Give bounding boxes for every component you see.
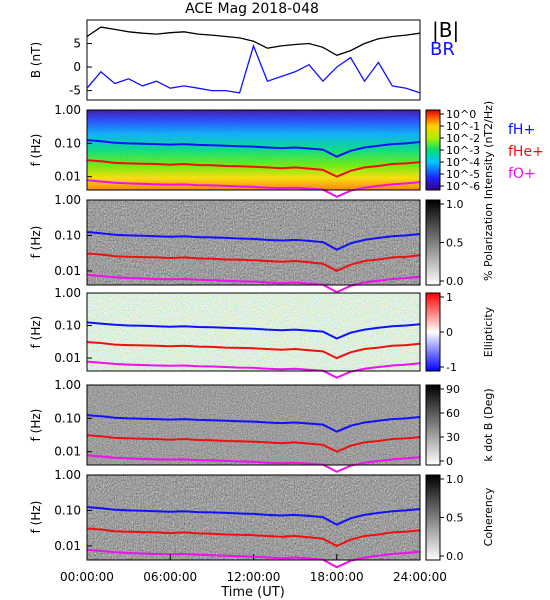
colorbar-k-dot-b (425, 384, 441, 466)
colorbar-tick-label: 1 (446, 291, 453, 304)
y-tick-label: 1.00 (54, 103, 81, 117)
y-tick-label: 0.10 (54, 411, 81, 425)
colorbar-intensity (425, 109, 441, 191)
y-tick-label: 1.00 (54, 193, 81, 207)
colorbar-polarization (425, 199, 441, 286)
colorbar-coherency-label: Coherency (482, 487, 495, 546)
panel-intensity: f (Hz) 1.000.100.01 10^010^-110^-210^-31… (29, 101, 544, 199)
colorbar-tick-label: 10^-5 (446, 168, 480, 181)
y-tick-label: 0.01 (54, 351, 81, 365)
colorbar-tick-label: -1 (446, 361, 457, 374)
colorbar-tick-label: 10^-2 (446, 132, 480, 145)
panel-b-field: B (nT) 5 0 -5 |B| BR (29, 18, 459, 101)
colorbar-tick-label: 10^-3 (446, 144, 480, 157)
legend-b-magnitude: |B| (432, 18, 459, 42)
panel1-ylabel: B (nT) (29, 42, 43, 78)
colorbar-tick-label: 10^0 (446, 108, 476, 121)
gyro-line-fh-plus (86, 321, 421, 340)
gyro-line-fhe-plus (86, 159, 421, 178)
legend-f-he: fHe+ (508, 144, 544, 160)
x-tick-label: 06:00:00 (143, 570, 197, 584)
colorbar-tick-label: 0.0 (446, 550, 464, 563)
y-tick-label: 1.00 (54, 286, 81, 300)
x-tick-label: 00:00:00 (60, 570, 114, 584)
panel5-ylabel: f (Hz) (29, 409, 43, 442)
colorbar-tick-label: 10^-6 (446, 180, 480, 193)
gyro-line-fo-plus (86, 273, 421, 294)
panel3-ylabel: f (Hz) (29, 226, 43, 259)
series-line-b-radial (86, 43, 421, 94)
panel-polarization: f (Hz) 1.00 0.10 0.01 1.0 0.5 0.0 % Polariza… (29, 193, 495, 294)
y-tick-label: 0.01 (54, 264, 81, 278)
x-axis-label: Time (UT) (220, 585, 285, 600)
series-line-b-magnitude (86, 26, 421, 57)
colorbar-tick-label: 1.0 (446, 473, 464, 486)
colorbar-tick-label: 10^-4 (446, 156, 480, 169)
y-tick-label: 0.01 (54, 539, 81, 553)
x-tick-label: 18:00:00 (310, 570, 364, 584)
panel-coherency: f (Hz) 1.00 0.10 0.01 1.0 0.5 0.0 Coherency (29, 468, 495, 569)
gyro-line-fhe-plus (86, 252, 421, 273)
colorbar-tick-label: 0.5 (446, 512, 464, 525)
panel-k-dot-b: f (Hz) 1.00 0.10 0.01 90 60 30 0 k dot B (Deg… (29, 378, 495, 473)
gyro-line-fo-plus (86, 179, 421, 198)
colorbar-tick-label: 0 (446, 455, 453, 468)
y-tick-label: 0.01 (54, 445, 81, 459)
gyro-line-fo-plus (86, 454, 421, 473)
y-tick-label: 0.10 (54, 136, 81, 150)
panel-ellipticity: f (Hz) 1.00 0.10 0.01 1 0 -1 Ellipticity (29, 286, 495, 379)
legend-b-radial: BR (430, 39, 455, 60)
gyro-line-fhe-plus (86, 434, 421, 453)
colorbar-tick-label: 1.0 (446, 198, 464, 211)
colorbar-k-dot-b-label: k dot B (Deg) (482, 388, 495, 461)
y-tick-label: 0.10 (54, 319, 81, 333)
y-tick-label: 0.01 (54, 170, 81, 184)
gyro-line-fh-plus (86, 506, 421, 526)
colorbar-tick-label: 30 (446, 431, 460, 444)
gyro-line-fh-plus (86, 231, 421, 251)
x-tick-label: 12:00:00 (227, 570, 281, 584)
y-tick-label: -5 (69, 84, 81, 98)
y-tick-label: 1.00 (54, 378, 81, 392)
colorbar-tick-label: 0.0 (446, 275, 464, 288)
colorbar-coherency (425, 474, 441, 561)
y-tick-label: 0 (73, 60, 81, 74)
colorbar-tick-label: 0.5 (446, 237, 464, 250)
gyro-line-fo-plus (86, 360, 421, 379)
colorbar-tick-label: 0 (446, 326, 453, 339)
panel4-ylabel: f (Hz) (29, 316, 43, 349)
gyro-line-fhe-plus (86, 341, 421, 360)
gyro-line-fh-plus (86, 139, 421, 158)
legend-f-o: fO+ (508, 166, 536, 182)
y-tick-label: 0.10 (54, 228, 81, 242)
colorbar-ellipticity (425, 292, 441, 372)
gyro-line-fhe-plus (86, 527, 421, 548)
panel6-ylabel: f (Hz) (29, 501, 43, 534)
x-tick-label: 24:00:00 (393, 570, 447, 584)
x-axis: 00:00:00 06:00:00 12:00:00 18:00:00 24:00:00 (60, 554, 447, 584)
gyro-line-fh-plus (86, 414, 421, 433)
colorbar-tick-label: 90 (446, 383, 460, 396)
legend-f-h: fH+ (508, 122, 535, 138)
y-tick-label: 1.00 (54, 468, 81, 482)
panel2-ylabel: f (Hz) (29, 134, 43, 167)
colorbar-tick-label: 60 (446, 407, 460, 420)
colorbar-tick-label: 10^-1 (446, 120, 480, 133)
chart-title: ACE Mag 2018-048 (185, 1, 319, 17)
colorbar-intensity-label: Intensity (nT2/Hz) (482, 101, 495, 199)
y-tick-label: 5 (73, 37, 81, 51)
colorbar-ellipticity-label: Ellipticity (482, 306, 495, 357)
y-tick-label: 0.10 (54, 503, 81, 517)
colorbar-polarization-label: % Polarization (482, 203, 495, 281)
